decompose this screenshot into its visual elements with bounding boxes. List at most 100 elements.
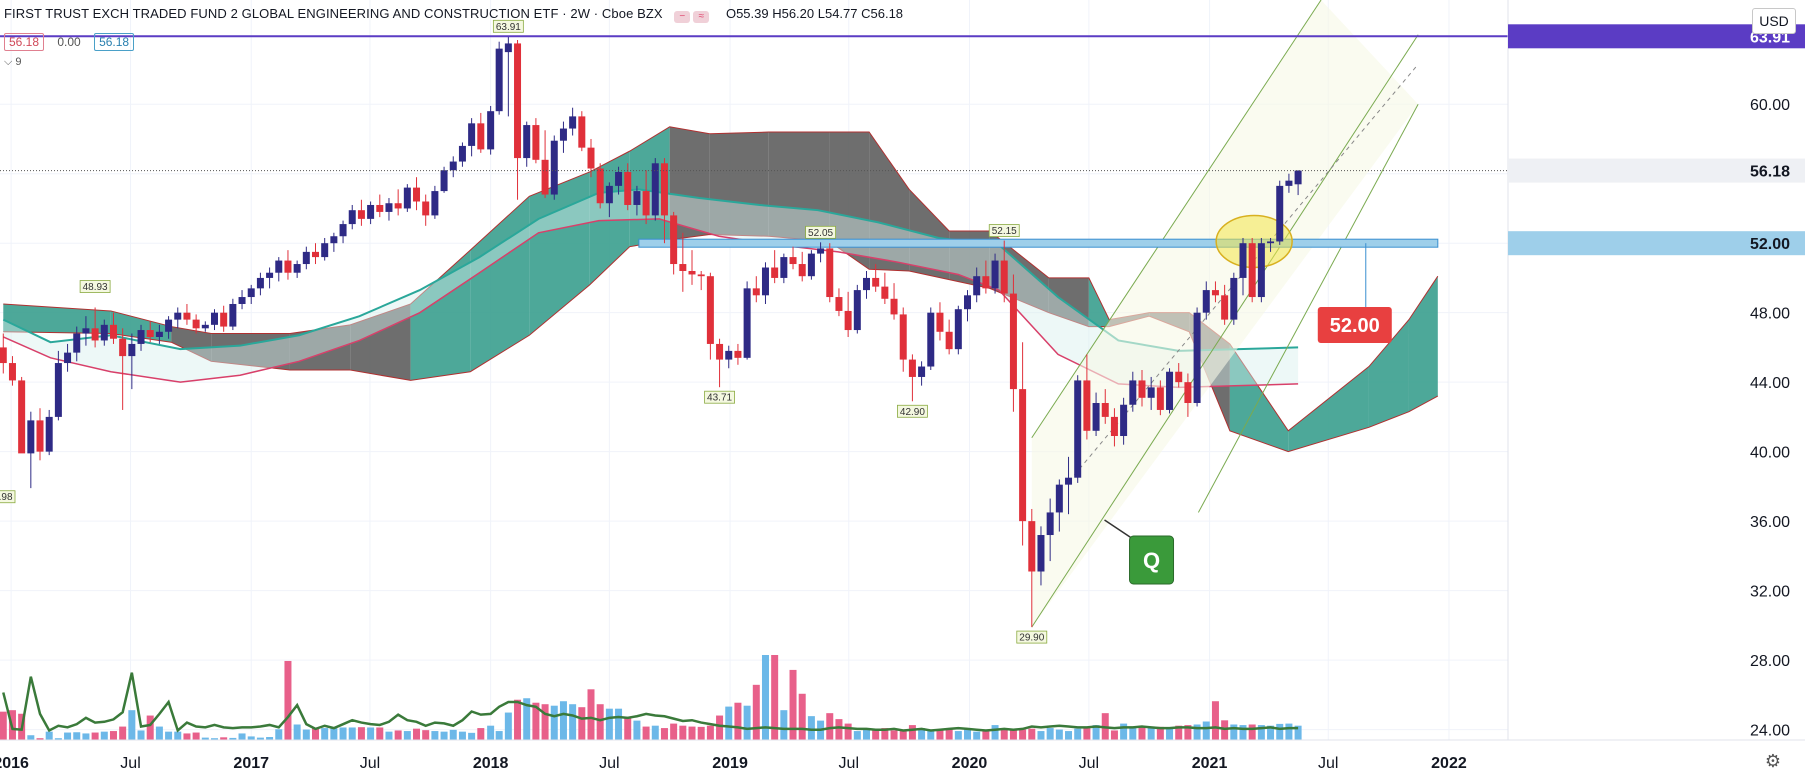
volume-bar bbox=[413, 728, 421, 740]
chart-header: FIRST TRUST EXCH TRADED FUND 2 GLOBAL EN… bbox=[4, 6, 903, 23]
annotation-box bbox=[1016, 630, 1048, 644]
candle-body bbox=[440, 170, 448, 192]
channel-dashed-line bbox=[1068, 63, 1419, 482]
candle-body bbox=[201, 324, 209, 329]
volume-bar bbox=[45, 731, 53, 740]
candle-body bbox=[679, 264, 687, 271]
approx-icon[interactable]: ≈ bbox=[693, 10, 710, 23]
candle-body bbox=[27, 420, 35, 454]
candle-body bbox=[1193, 312, 1201, 404]
candle-body bbox=[615, 171, 623, 186]
indicator-collapse-row[interactable]: ⌵ 9 bbox=[4, 56, 22, 69]
candle-body bbox=[146, 330, 154, 337]
candle-body bbox=[697, 274, 705, 277]
candle-body bbox=[743, 288, 751, 358]
annotation-label: 29.90 bbox=[1019, 633, 1044, 644]
settings-gear-icon[interactable]: ⚙ bbox=[1764, 751, 1782, 771]
candle-body bbox=[82, 328, 90, 334]
volume-bar bbox=[578, 707, 586, 740]
symbol-title[interactable]: FIRST TRUST EXCH TRADED FUND 2 GLOBAL EN… bbox=[4, 6, 663, 21]
cloud-segment bbox=[1088, 277, 1110, 327]
y-tick-label: 32.00 bbox=[1750, 584, 1790, 601]
cloud-segment bbox=[410, 250, 471, 381]
candle-body bbox=[523, 125, 531, 159]
candle-body bbox=[192, 319, 200, 329]
y-tick-label: 24.00 bbox=[1750, 723, 1790, 740]
cloud-segment bbox=[1048, 277, 1089, 327]
candle-body bbox=[330, 236, 338, 244]
annotation-box bbox=[79, 280, 111, 293]
volume-bar bbox=[1230, 724, 1238, 740]
volume-bar bbox=[146, 715, 154, 740]
volume-bar bbox=[670, 723, 678, 740]
candle-body bbox=[991, 260, 999, 289]
cloud-segment bbox=[211, 333, 290, 370]
candle-body bbox=[853, 290, 861, 331]
candle-body bbox=[348, 210, 356, 225]
cloud-segment bbox=[1288, 366, 1369, 452]
volume-bar bbox=[0, 711, 7, 740]
volume-bar bbox=[807, 716, 815, 740]
cloud-segment bbox=[529, 171, 590, 336]
volume-bar bbox=[1248, 724, 1256, 740]
x-tick-label: 2016 bbox=[0, 755, 29, 772]
price-annotations: 37.98 48.93 63.91 43.71 52.05 42.90 52.15 29.90 bbox=[0, 19, 1048, 644]
candle-body bbox=[458, 145, 466, 162]
chevron-down-icon[interactable]: ⌵ bbox=[4, 56, 13, 68]
buy-price-box[interactable]: 56.18 bbox=[94, 33, 135, 51]
volume-bar bbox=[449, 729, 457, 740]
candle-body bbox=[238, 297, 246, 304]
support-band: 52.00 Q bbox=[638, 214, 1439, 585]
volume-bar bbox=[376, 727, 384, 740]
volume-bar bbox=[109, 731, 117, 740]
cloud-segment bbox=[869, 132, 910, 271]
candle-body bbox=[1083, 380, 1091, 431]
candle-body bbox=[284, 260, 292, 273]
candle-body bbox=[927, 312, 935, 367]
candle-body bbox=[73, 333, 81, 353]
y-tick-label: 40.00 bbox=[1750, 445, 1790, 462]
volume-bar bbox=[605, 708, 613, 740]
candle-body bbox=[890, 298, 898, 315]
candle-body bbox=[247, 288, 255, 298]
candle-body bbox=[559, 128, 567, 141]
candle-body bbox=[321, 243, 329, 258]
volume-bar bbox=[697, 726, 705, 740]
candle-body bbox=[982, 276, 990, 289]
candle-body bbox=[266, 272, 274, 278]
volume-bar bbox=[688, 726, 696, 740]
volume-bar bbox=[468, 732, 476, 740]
candle-body bbox=[789, 257, 797, 265]
volume-bar bbox=[210, 738, 218, 740]
volume-bar bbox=[73, 732, 81, 740]
volume-bar bbox=[495, 731, 503, 740]
q-pointer bbox=[1104, 519, 1132, 539]
candle-body bbox=[734, 350, 742, 358]
volume-bar bbox=[137, 730, 145, 740]
currency-button[interactable]: USD bbox=[1752, 8, 1796, 34]
candle-body bbox=[302, 251, 310, 265]
volume-bar bbox=[1000, 728, 1008, 740]
candle-body bbox=[18, 380, 26, 454]
cloud-segment bbox=[669, 126, 710, 240]
volume-bar bbox=[541, 704, 549, 740]
candlesticks bbox=[0, 36, 1302, 628]
candle-body bbox=[91, 328, 99, 341]
candle-body bbox=[624, 171, 632, 205]
candle-body bbox=[1147, 387, 1155, 398]
volume-bar bbox=[1028, 728, 1036, 740]
volume-bar bbox=[991, 725, 999, 740]
eye-icon[interactable]: − bbox=[674, 10, 691, 23]
candle-body bbox=[477, 123, 485, 150]
annotation-label: 52.05 bbox=[808, 228, 833, 239]
sell-price-box[interactable]: 56.18 bbox=[4, 33, 45, 51]
time-axis-bg bbox=[0, 740, 1805, 779]
candle-body bbox=[1175, 371, 1183, 383]
volume-bar bbox=[119, 726, 127, 740]
volume-bar bbox=[487, 725, 495, 740]
candle-body bbox=[1211, 290, 1219, 296]
volume-bar bbox=[100, 731, 108, 740]
candle-body bbox=[229, 303, 237, 327]
